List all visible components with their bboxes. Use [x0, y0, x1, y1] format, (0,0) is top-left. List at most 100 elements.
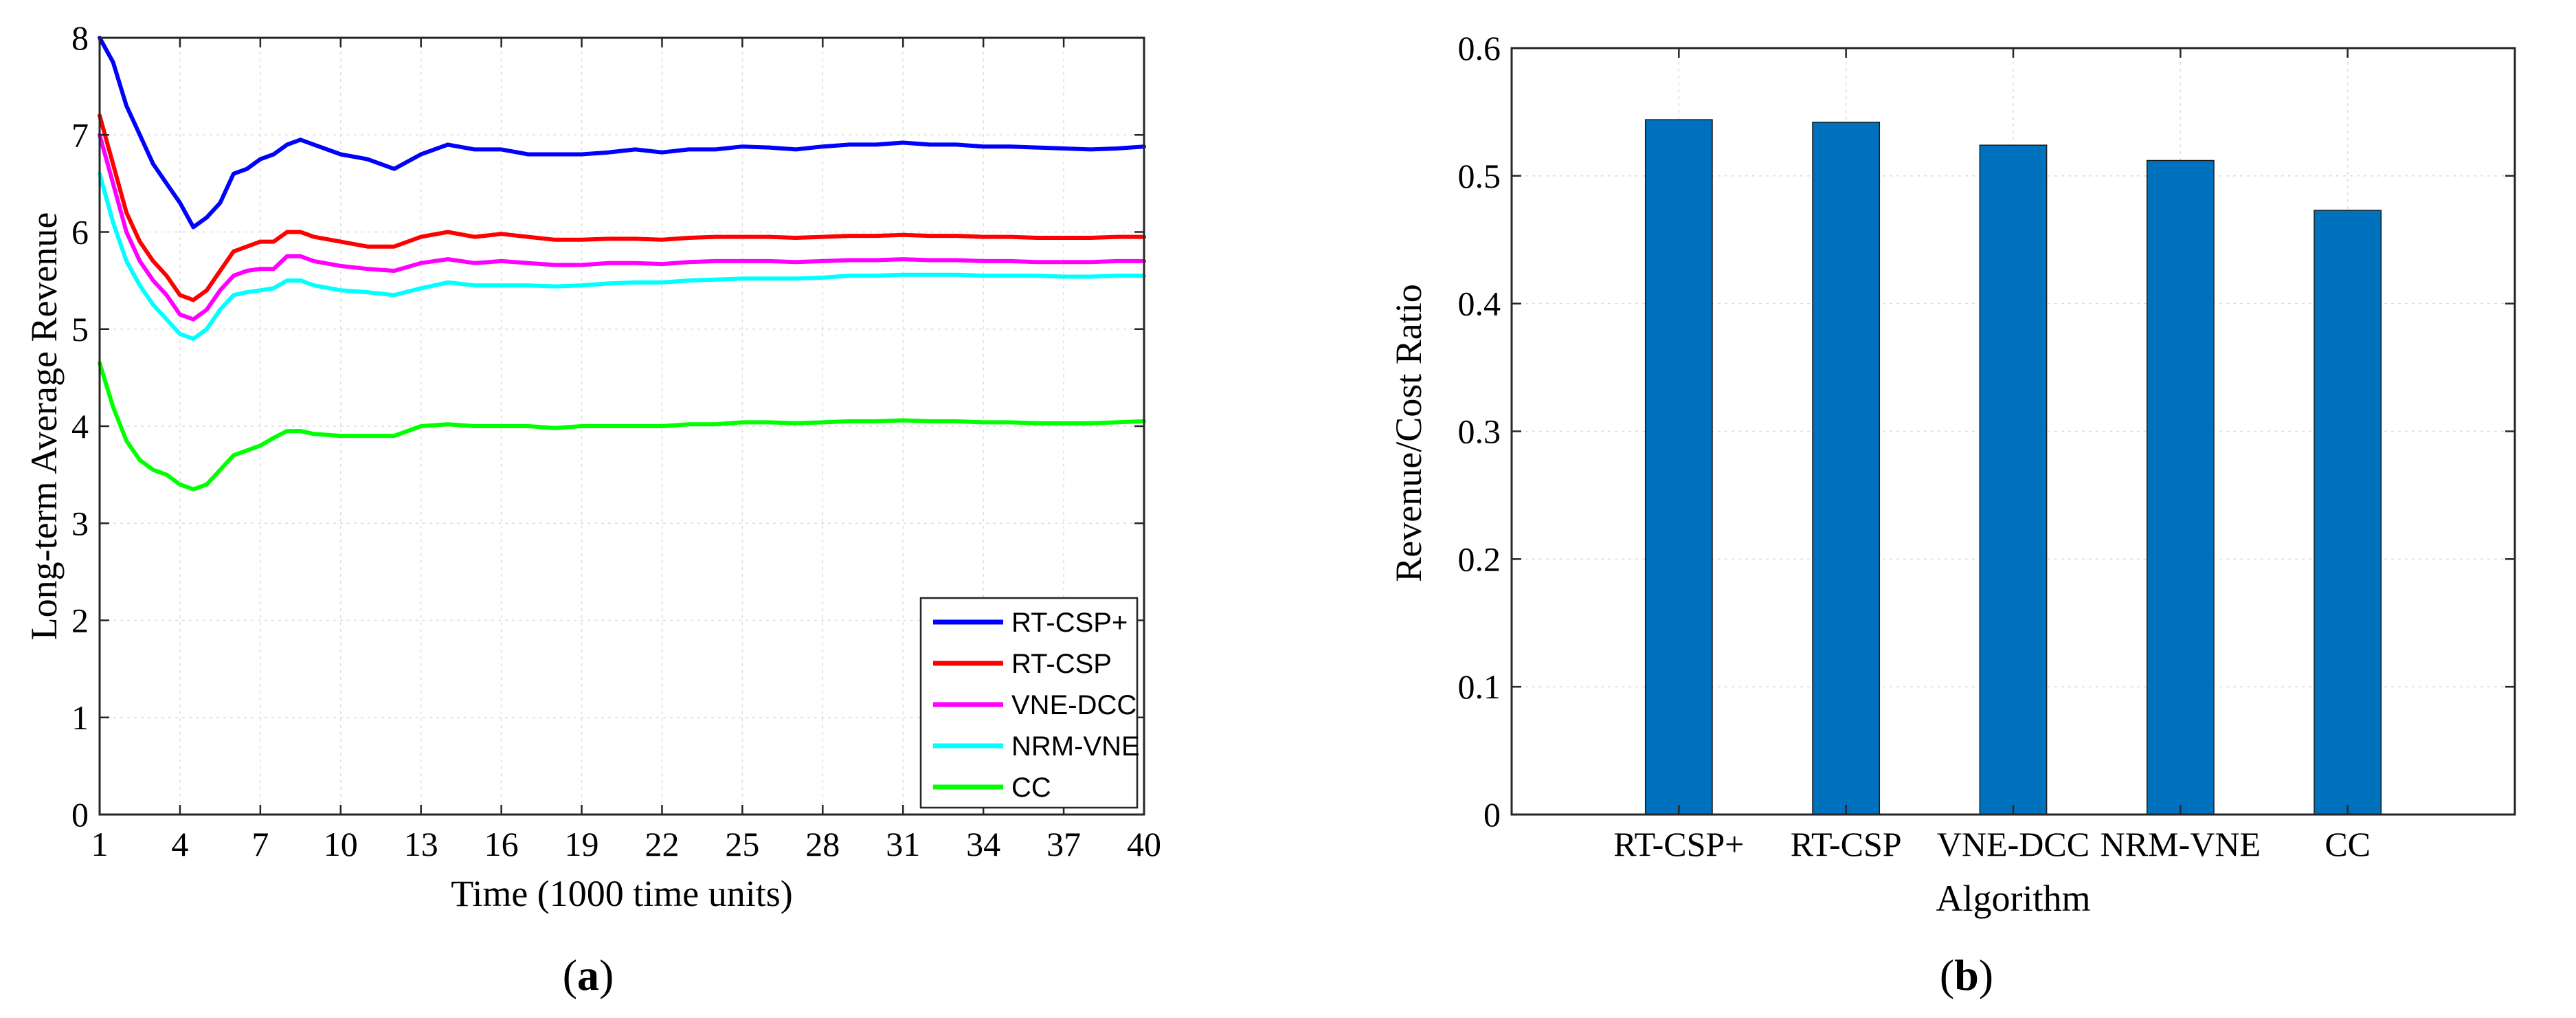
data-point-vne-dcc	[366, 268, 368, 270]
data-point-cc	[554, 427, 556, 429]
data-point-rt-csp	[232, 173, 234, 175]
data-point-vne-dcc	[795, 261, 797, 263]
data-point-nrm-vne	[447, 281, 449, 283]
data-point-vne-dcc	[420, 262, 422, 264]
data-point-nrm-vne	[286, 280, 288, 282]
data-point-nrm-vne	[1063, 276, 1065, 278]
data-point-rt-csp	[741, 146, 743, 148]
data-point-cc	[688, 423, 690, 425]
data-point-nrm-vne	[139, 285, 141, 287]
data-point-rt-csp	[219, 202, 221, 204]
data-point-nrm-vne	[393, 294, 395, 296]
data-point-rt-csp	[232, 250, 234, 252]
data-point-cc	[1009, 421, 1011, 423]
data-point-rt-csp	[956, 144, 958, 146]
data-point-rt-csp	[166, 275, 168, 277]
data-point-rt-csp	[139, 134, 141, 136]
data-point-nrm-vne	[339, 289, 341, 291]
data-point-rt-csp	[152, 163, 154, 165]
data-point-rt-csp	[447, 231, 449, 233]
data-point-rt-csp	[300, 231, 302, 233]
y-tick-label: 7	[71, 115, 89, 154]
data-point-rt-csp	[983, 146, 985, 148]
series-line-nrm-vne	[98, 171, 1146, 341]
data-point-vne-dcc	[219, 289, 221, 291]
data-point-rt-csp	[112, 163, 114, 165]
data-point-nrm-vne	[166, 318, 168, 320]
data-point-nrm-vne	[929, 274, 931, 276]
data-point-nrm-vne	[661, 281, 663, 283]
data-point-rt-csp	[875, 235, 877, 237]
data-point-rt-csp	[956, 235, 958, 237]
data-point-vne-dcc	[273, 268, 275, 270]
x-tick-label: 13	[404, 825, 438, 863]
data-point-nrm-vne	[126, 260, 128, 262]
data-point-nrm-vne	[849, 275, 851, 277]
data-point-vne-dcc	[500, 260, 502, 262]
panel-caption-b-letter: b	[1954, 951, 1979, 999]
data-point-cc	[500, 425, 502, 428]
data-point-vne-dcc	[1090, 261, 1092, 263]
x-tick-label-rt-csp: RT-CSP	[1791, 825, 1902, 863]
data-point-nrm-vne	[1009, 275, 1011, 277]
y-tick-label: 3	[71, 504, 89, 542]
data-point-rt-csp	[286, 144, 288, 146]
y-tick-label: 1	[71, 698, 89, 737]
data-point-nrm-vne	[313, 285, 315, 287]
data-point-rt-csp	[1009, 146, 1011, 148]
y-tick-label: 0.6	[1458, 29, 1501, 67]
data-point-vne-dcc	[126, 231, 128, 233]
data-point-rt-csp	[126, 104, 128, 107]
data-point-rt-csp	[715, 236, 717, 238]
data-point-rt-csp	[822, 236, 824, 238]
data-point-rt-csp	[1090, 237, 1092, 239]
data-point-vne-dcc	[634, 262, 636, 264]
data-point-cc	[902, 419, 904, 421]
data-point-rt-csp	[875, 144, 877, 146]
data-point-vne-dcc	[929, 259, 931, 261]
data-point-rt-csp	[139, 241, 141, 243]
series-group-a	[98, 36, 1146, 491]
data-point-nrm-vne	[768, 278, 770, 280]
data-point-vne-dcc	[715, 260, 717, 262]
data-point-rt-csp	[768, 146, 770, 148]
series-line-rt-csp	[98, 36, 1146, 230]
data-point-nrm-vne	[500, 285, 502, 287]
data-point-rt-csp	[273, 241, 275, 243]
bar-cc	[2314, 210, 2382, 815]
data-point-rt-csp	[366, 245, 368, 247]
data-point-rt-csp	[929, 144, 931, 146]
data-point-nrm-vne	[1117, 275, 1119, 277]
data-point-vne-dcc	[768, 260, 770, 262]
data-point-rt-csp	[473, 236, 475, 238]
data-point-vne-dcc	[983, 260, 985, 262]
data-point-rt-csp	[607, 151, 609, 153]
legend-items-a: RT-CSP+ RT-CSP VNE-DCC NRM-VNE CC	[933, 608, 1140, 803]
data-point-rt-csp	[393, 168, 395, 170]
x-tick-label-cc: CC	[2325, 825, 2371, 863]
data-point-rt-csp	[246, 168, 248, 170]
y-tick-label: 5	[71, 310, 89, 348]
data-point-rt-csp	[420, 153, 422, 155]
data-point-nrm-vne	[688, 280, 690, 282]
data-point-rt-csp	[607, 238, 609, 240]
data-point-cc	[273, 437, 275, 439]
data-point-cc	[339, 435, 341, 437]
data-point-rt-csp	[420, 236, 422, 238]
x-tick-label: 1	[91, 825, 109, 863]
data-point-cc	[179, 483, 181, 485]
data-point-nrm-vne	[1090, 276, 1092, 278]
data-point-nrm-vne	[273, 287, 275, 289]
data-point-vne-dcc	[688, 261, 690, 263]
data-point-vne-dcc	[1117, 260, 1119, 262]
data-point-rt-csp	[581, 153, 583, 155]
data-point-rt-csp	[741, 236, 743, 238]
y-axis-label-b: Revenue/Cost Ratio	[1388, 284, 1429, 582]
data-point-rt-csp	[527, 236, 529, 238]
data-point-rt-csp	[246, 245, 248, 247]
data-point-rt-csp	[447, 144, 449, 146]
legend-label-rt-csp: RT-CSP+	[1011, 608, 1128, 638]
x-tick-label: 7	[251, 825, 269, 863]
